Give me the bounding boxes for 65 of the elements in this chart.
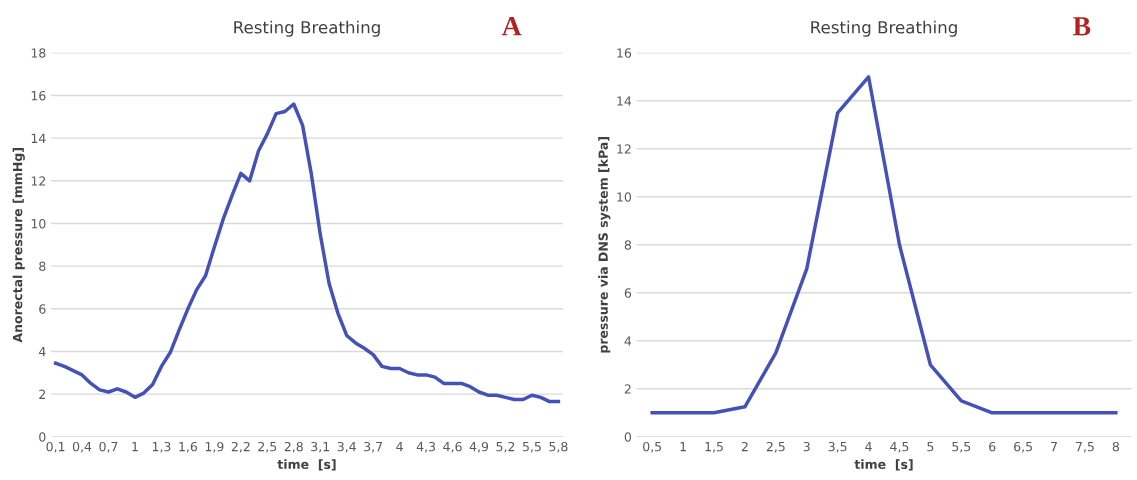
y-tick-label: 12 (31, 176, 46, 186)
x-tick-label: 5,5 (952, 442, 971, 453)
x-tick-label: 7 (1051, 442, 1057, 452)
x-tick-label: 5,2 (496, 441, 515, 453)
y-tick-label: 16 (617, 48, 632, 58)
y-tick-label: 14 (31, 133, 46, 143)
y-tick-label: 6 (39, 304, 46, 314)
x-tick-label: 4,5 (890, 442, 909, 453)
x-tick-label: 3,1 (311, 441, 330, 453)
y-tick-label: 10 (617, 192, 632, 202)
y-tick-label: 0 (39, 432, 46, 442)
x-tick-label: 6,5 (1014, 441, 1032, 453)
x-tick-label: 4,9 (469, 441, 489, 453)
x-tick-label: 3,5 (828, 441, 847, 453)
chart-title: Resting Breathing (811, 20, 957, 37)
y-tick-label: 0 (624, 432, 632, 442)
x-tick-label: 4,6 (443, 441, 462, 453)
x-tick-label: 3 (803, 441, 810, 452)
y-tick-label: 8 (39, 261, 46, 272)
line-series (53, 102, 561, 404)
x-tick-label: 3,4 (337, 441, 356, 453)
y-tick-label: 18 (31, 48, 46, 58)
x-tick-label: 1,3 (152, 441, 171, 453)
chart-title: Resting Breathing (234, 20, 380, 37)
x-tick-label: 2,5 (258, 441, 277, 453)
y-tick-label: 14 (617, 96, 632, 106)
y-tick-label: 4 (38, 347, 46, 357)
x-tick-label: 2 (741, 441, 748, 452)
y-tick-label: 6 (624, 288, 632, 298)
y-axis-title: Anorectal pressure [mmHg] (12, 148, 25, 343)
line-series (650, 75, 1118, 415)
x-tick-label: 1 (132, 442, 138, 452)
x-tick-label: 2,5 (766, 441, 785, 453)
text: B (1073, 17, 1091, 36)
x-tick-label: 2,8 (284, 441, 303, 453)
y-tick-label: 2 (39, 389, 46, 399)
x-tick-label: 5,5 (522, 442, 541, 453)
x-tick-label: 1,5 (705, 442, 723, 453)
x-tick-label: 5,8 (549, 441, 568, 453)
x-tick-label: 7,5 (1076, 442, 1094, 453)
y-tick-label: 16 (31, 90, 46, 101)
x-tick-label: 2,2 (231, 441, 250, 453)
x-tick-label: 0,7 (99, 441, 118, 453)
y-tick-label: 2 (624, 384, 631, 394)
y-tick-label: 8 (624, 240, 631, 250)
x-tick-label: 0,5 (643, 441, 662, 453)
y-axis-title: pressure via DNS system [kPa] (598, 137, 611, 353)
y-tick-label: 12 (617, 144, 631, 154)
text: A (501, 17, 522, 36)
x-tick-label: 0,4 (72, 441, 92, 453)
y-tick-label: 10 (31, 218, 46, 229)
x-tick-label: 0,1 (46, 441, 65, 453)
x-tick-label: 5 (927, 442, 934, 452)
x-tick-label: 1,6 (179, 441, 198, 453)
x-tick-label: 1 (680, 442, 686, 452)
y-tick-label: 4 (624, 336, 632, 346)
x-tick-label: 3,7 (364, 441, 383, 453)
x-tick-label: 1,9 (205, 441, 224, 453)
x-tick-label: 8 (1112, 441, 1119, 452)
x-tick-label: 4,3 (416, 441, 436, 453)
x-tick-label: 4 (865, 442, 872, 452)
x-axis-title: time [s] (277, 459, 336, 471)
x-tick-label: 4 (396, 442, 403, 452)
x-axis-title: time [s] (854, 459, 913, 471)
x-tick-label: 6 (989, 441, 996, 452)
